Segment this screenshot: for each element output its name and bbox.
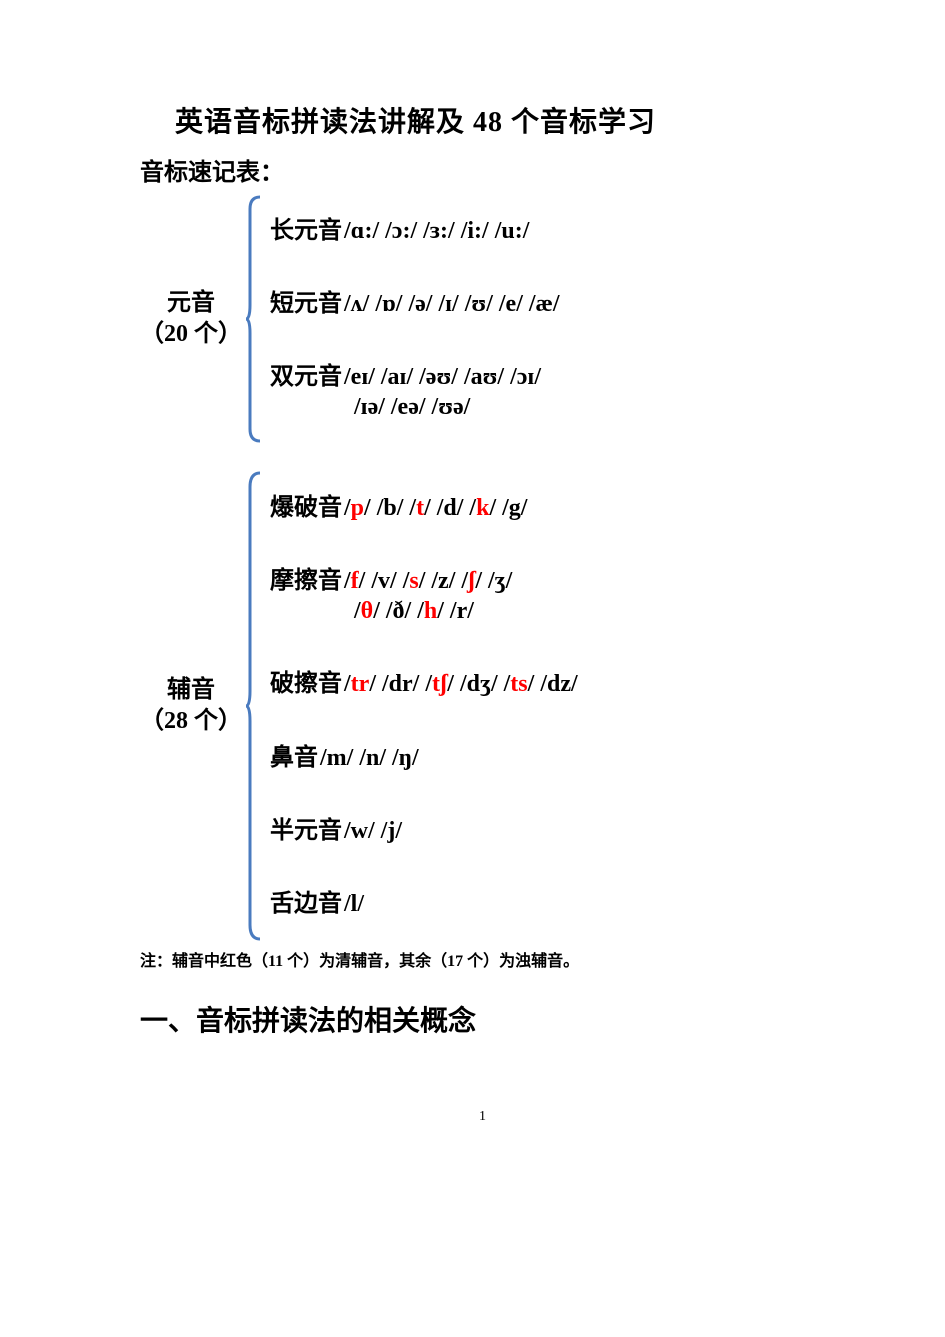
consonant-row: 舌边音/l/ bbox=[270, 876, 578, 932]
consonant-row: 摩擦音/f/ /v/ /s/ /z/ /ʃ/ /ʒ//θ/ /ð/ /h/ /r… bbox=[270, 553, 578, 639]
subtitle: 音标速记表： bbox=[140, 152, 825, 187]
row-label: 摩擦音 bbox=[270, 568, 342, 594]
row-label: 半元音 bbox=[270, 818, 342, 844]
row-label: 爆破音 bbox=[270, 495, 342, 521]
vowel-group: 元音 （20 个） 长元音/ɑ:/ /ɔ:/ /ɜ:/ /i:/ /u:/ 短元音… bbox=[140, 195, 825, 443]
consonant-group-label: 辅音 （28 个） bbox=[140, 471, 246, 941]
document-page: 英语音标拼读法讲解及 48 个音标学习 音标速记表： 元音 （20 个） 长元音… bbox=[0, 0, 945, 1165]
row-label: 鼻音 bbox=[270, 745, 318, 771]
page-title: 英语音标拼读法讲解及 48 个音标学习 bbox=[175, 100, 825, 140]
consonant-label-line1: 辅音 bbox=[167, 675, 215, 706]
row-label: 舌边音 bbox=[270, 891, 342, 917]
consonant-row: 半元音/w/ /j/ bbox=[270, 803, 578, 859]
vowel-group-label: 元音 （20 个） bbox=[140, 195, 246, 443]
consonant-content: 爆破音/p/ /b/ /t/ /d/ /k/ /g/摩擦音/f/ /v/ /s/… bbox=[262, 471, 578, 941]
vowel-row: 短元音/ʌ/ /ɒ/ /ə/ /ɪ/ /ʊ/ /e/ /æ/ bbox=[270, 276, 560, 332]
vowel-row: 双元音/eɪ/ /aɪ/ /əʊ/ /aʊ/ /ɔɪ//ɪə/ /eə/ /ʊə… bbox=[270, 349, 560, 435]
row-label: 长元音 bbox=[270, 218, 342, 244]
consonant-bracket bbox=[246, 471, 262, 941]
vowel-row: 长元音/ɑ:/ /ɔ:/ /ɜ:/ /i:/ /u:/ bbox=[270, 203, 560, 259]
section-heading: 一、音标拼读法的相关概念 bbox=[140, 999, 825, 1039]
row-line2: /ɪə/ /eə/ /ʊə/ bbox=[354, 389, 560, 425]
consonant-label-line2: （28 个） bbox=[140, 706, 242, 737]
vowel-content: 长元音/ɑ:/ /ɔ:/ /ɜ:/ /i:/ /u:/ 短元音/ʌ/ /ɒ/ /ə… bbox=[262, 195, 560, 443]
row-line2: /θ/ /ð/ /h/ /r/ bbox=[354, 593, 578, 629]
row-label: 短元音 bbox=[270, 291, 342, 317]
consonant-row: 爆破音/p/ /b/ /t/ /d/ /k/ /g/ bbox=[270, 480, 578, 536]
vowel-label-line2: （20 个） bbox=[140, 319, 242, 350]
vowel-bracket bbox=[246, 195, 262, 443]
consonant-row: 破擦音/tr/ /dr/ /tʃ/ /dʒ/ /ts/ /dz/ bbox=[270, 656, 578, 712]
vowel-label-line1: 元音 bbox=[167, 288, 215, 319]
row-label: 破擦音 bbox=[270, 671, 342, 697]
row-label: 双元音 bbox=[270, 364, 342, 390]
page-number: 1 bbox=[140, 1109, 825, 1125]
footnote: 注：辅音中红色（11 个）为清辅音，其余（17 个）为浊辅音。 bbox=[140, 947, 825, 971]
consonant-row: 鼻音/m/ /n/ /ŋ/ bbox=[270, 730, 578, 786]
consonant-group: 辅音 （28 个） 爆破音/p/ /b/ /t/ /d/ /k/ /g/摩擦音/… bbox=[140, 471, 825, 941]
